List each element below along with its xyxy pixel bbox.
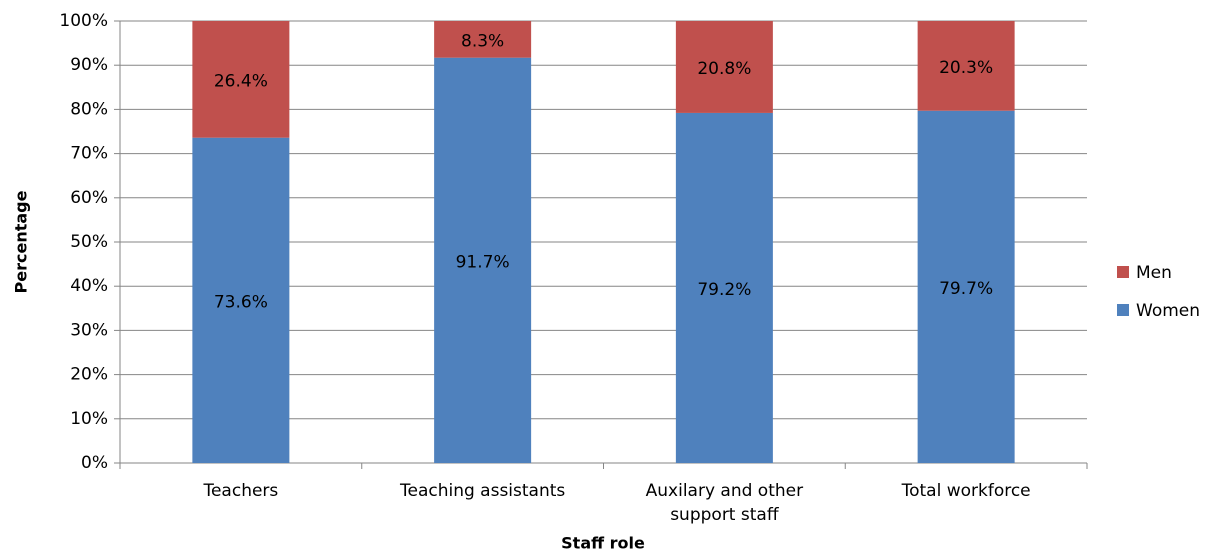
bar-segment xyxy=(675,112,773,463)
x-axis-title: Staff role xyxy=(561,534,645,553)
y-tick-label: 0% xyxy=(81,453,108,473)
bar-segment xyxy=(675,21,773,113)
bar-segment xyxy=(434,57,532,463)
legend-swatch xyxy=(1117,266,1129,278)
bar-segment xyxy=(434,21,532,58)
bar-segment xyxy=(917,110,1015,463)
y-axis-title: Percentage xyxy=(12,190,31,293)
x-tick-label: Total workforce xyxy=(901,481,1031,501)
y-tick-label: 20% xyxy=(70,365,108,385)
value-label: 79.2% xyxy=(697,280,751,300)
y-tick-label: 100% xyxy=(59,11,108,31)
legend-label: Men xyxy=(1136,263,1172,283)
x-tick-label: Auxilary and other support staff xyxy=(645,481,804,525)
bar-segment xyxy=(192,21,290,138)
y-tick-label: 80% xyxy=(70,99,108,119)
y-tick-label: 90% xyxy=(70,55,108,75)
y-tick-label: 10% xyxy=(70,409,108,429)
y-tick-label: 70% xyxy=(70,144,108,164)
value-label: 73.6% xyxy=(214,292,268,312)
value-label: 26.4% xyxy=(214,71,268,91)
legend-label: Women xyxy=(1136,301,1200,321)
value-label: 20.3% xyxy=(939,58,993,78)
bar-segment xyxy=(192,137,290,464)
value-label: 8.3% xyxy=(461,31,504,51)
bar-segment xyxy=(917,21,1015,111)
y-tick-label: 50% xyxy=(70,232,108,252)
legend-swatch xyxy=(1117,304,1129,316)
y-tick-label: 30% xyxy=(70,320,108,340)
y-tick-label: 40% xyxy=(70,276,108,296)
value-label: 91.7% xyxy=(456,252,510,272)
y-tick-label: 60% xyxy=(70,188,108,208)
value-label: 79.7% xyxy=(939,279,993,299)
value-label: 20.8% xyxy=(697,59,751,79)
x-tick-label: Teachers xyxy=(203,481,279,501)
x-tick-label: Teaching assistants xyxy=(399,481,566,501)
